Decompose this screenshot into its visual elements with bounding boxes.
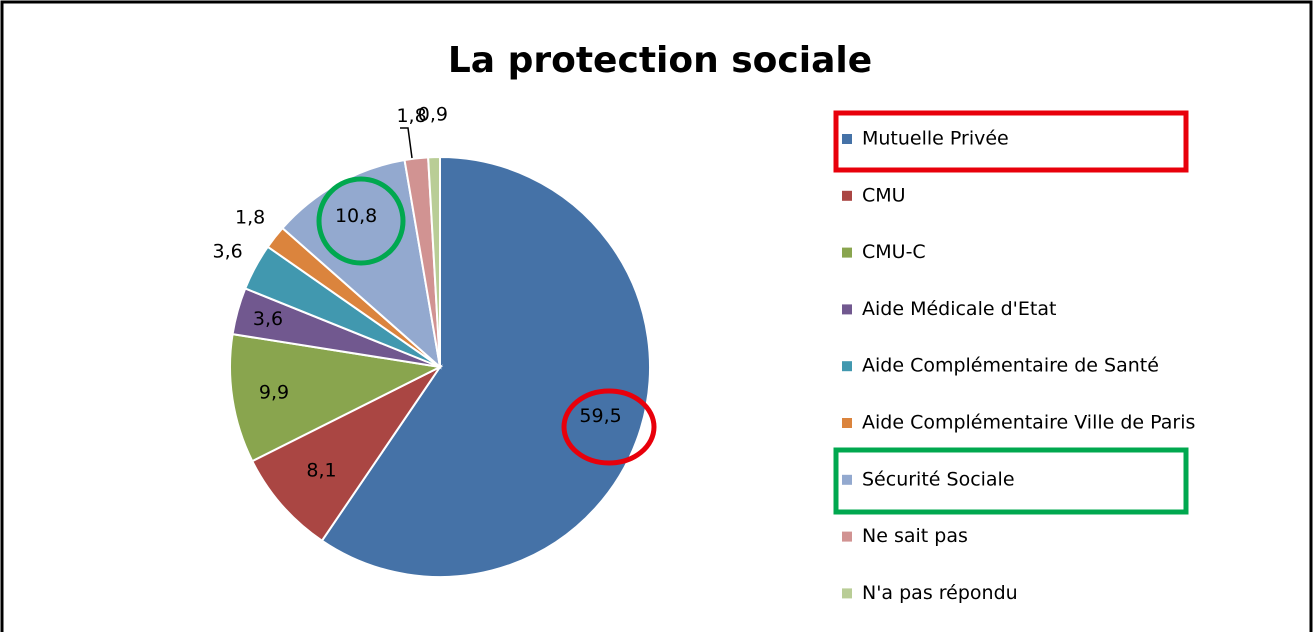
highlight-box [833, 110, 1189, 173]
legend-marker [842, 588, 852, 599]
pie-slice [229, 333, 444, 463]
legend-label: Aide Complémentaire de Santé [862, 355, 1159, 377]
legend-marker [842, 134, 852, 144]
data-label: 8,1 [306, 459, 336, 481]
data-label: 0,9 [418, 104, 448, 126]
legend-label: N'a pas répondu [862, 582, 1018, 604]
highlight-circle [316, 176, 406, 266]
pie-slice [427, 155, 441, 368]
legend-marker [842, 361, 852, 372]
leader-line [400, 127, 413, 159]
data-label: 1,8 [396, 105, 426, 127]
data-label: 10,8 [335, 205, 377, 227]
data-label: 3,6 [213, 240, 243, 262]
legend-marker [842, 418, 852, 428]
legend-label: Ne sait pas [862, 525, 968, 547]
legend-marker [842, 247, 852, 258]
pie-slice [250, 364, 443, 543]
highlight-circle [561, 388, 657, 466]
highlight-box [833, 447, 1189, 515]
data-label: 59,5 [579, 405, 621, 427]
legend: Mutuelle Privée CMU CMU-C Aide Médicale d'E… [842, 128, 1195, 604]
legend-marker [842, 531, 852, 542]
legend-label: Aide Complémentaire Ville de Paris [862, 412, 1195, 434]
data-label: 9,9 [259, 381, 289, 403]
chart-title: La protection sociale [448, 40, 872, 81]
pie-slice [320, 155, 651, 578]
legend-marker [842, 304, 852, 315]
data-label: 3,6 [253, 308, 283, 330]
legend-label: CMU [862, 184, 906, 206]
legend-label: Sécurité Sociale [862, 468, 1015, 490]
legend-label: Aide Médicale d'Etat [862, 298, 1056, 320]
legend-marker [842, 474, 852, 485]
legend-label: Mutuelle Privée [862, 128, 1009, 150]
legend-label: CMU-C [862, 241, 926, 263]
legend-marker [842, 190, 852, 201]
data-label: 1,8 [235, 206, 265, 228]
